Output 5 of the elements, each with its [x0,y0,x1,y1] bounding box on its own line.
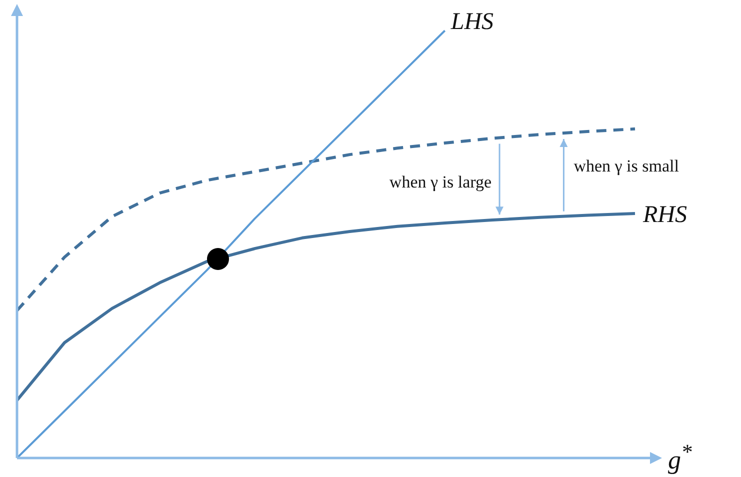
series-label: LHS [450,8,494,35]
annotation: when γ is small [574,156,680,176]
series-label: RHS [642,202,687,228]
x-axis-title: g$^{*}$ [668,440,692,476]
annotation: when γ is large [389,172,492,192]
